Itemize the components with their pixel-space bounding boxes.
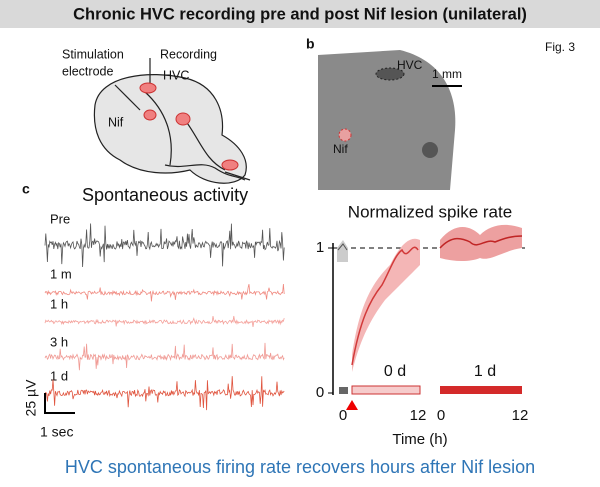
hvc-outline (375, 67, 405, 81)
panel-letter: b (306, 36, 315, 52)
recovery-line (351, 246, 419, 366)
pre-line (337, 243, 348, 251)
group-label: 1 d (474, 363, 496, 380)
trace-label: 1 m (50, 266, 72, 281)
diagram-label: Nif (108, 115, 124, 129)
diagram-label: Recording (160, 47, 217, 61)
recovery-band (352, 238, 420, 372)
trace (44, 342, 285, 371)
trace (44, 223, 285, 268)
trace-label: 3 h (50, 334, 68, 349)
x-tick-label: 12 (410, 407, 427, 424)
diagram-label: HVC (163, 68, 189, 82)
ra-region (175, 112, 191, 126)
panel-letter: c (22, 181, 30, 197)
diagram-label: Stimulation (62, 47, 124, 61)
day0-bar (351, 385, 421, 395)
day1-band (440, 224, 522, 261)
hvc-region (139, 82, 157, 94)
nif-outline (338, 128, 352, 142)
caption: HVC spontaneous firing rate recovers hou… (65, 457, 535, 477)
trace (44, 376, 285, 411)
time-scale-label: 1 sec (40, 424, 73, 440)
x-axis-label: Time (h) (392, 431, 447, 448)
y-tick-label: 0 (316, 384, 324, 401)
plot-title: Normalized spike rate (348, 202, 512, 221)
pre-band (337, 240, 348, 262)
x-tick-label: 0 (437, 407, 445, 424)
header-bar (0, 0, 600, 28)
trace-label: 1 d (50, 368, 68, 383)
lesion-marker (346, 400, 358, 410)
trace (44, 315, 285, 328)
diagram-label: electrode (62, 64, 113, 78)
day1-bar (440, 386, 522, 394)
nif-region (143, 109, 157, 121)
nucleus-region (221, 159, 239, 171)
group-label: 0 d (384, 363, 406, 380)
scale-bar (44, 393, 75, 414)
x-tick-label: 12 (512, 407, 529, 424)
figure-label: Fig. 3 (545, 40, 575, 54)
image-label: HVC (397, 58, 423, 72)
amplitude-scale-label: 25 µV (23, 379, 39, 417)
x-tick-label: 0 (339, 407, 347, 424)
image-label: 1 mm (432, 67, 462, 81)
brain-diagram (93, 58, 251, 184)
traces: Pre 1 m 1 h 3 h 1 d (44, 211, 285, 411)
trace-label: Pre (50, 211, 70, 226)
slide-title: Chronic HVC recording pre and post Nif l… (73, 5, 527, 23)
histology-image (318, 50, 456, 190)
trace-label: 1 h (50, 296, 68, 311)
y-tick-label: 1 (316, 239, 324, 256)
image-feature (422, 142, 438, 158)
pre-bar (339, 387, 348, 394)
image-label: Nif (333, 142, 348, 156)
day1-line (439, 235, 523, 249)
trace (44, 283, 285, 302)
panel-title: Spontaneous activity (82, 185, 248, 205)
